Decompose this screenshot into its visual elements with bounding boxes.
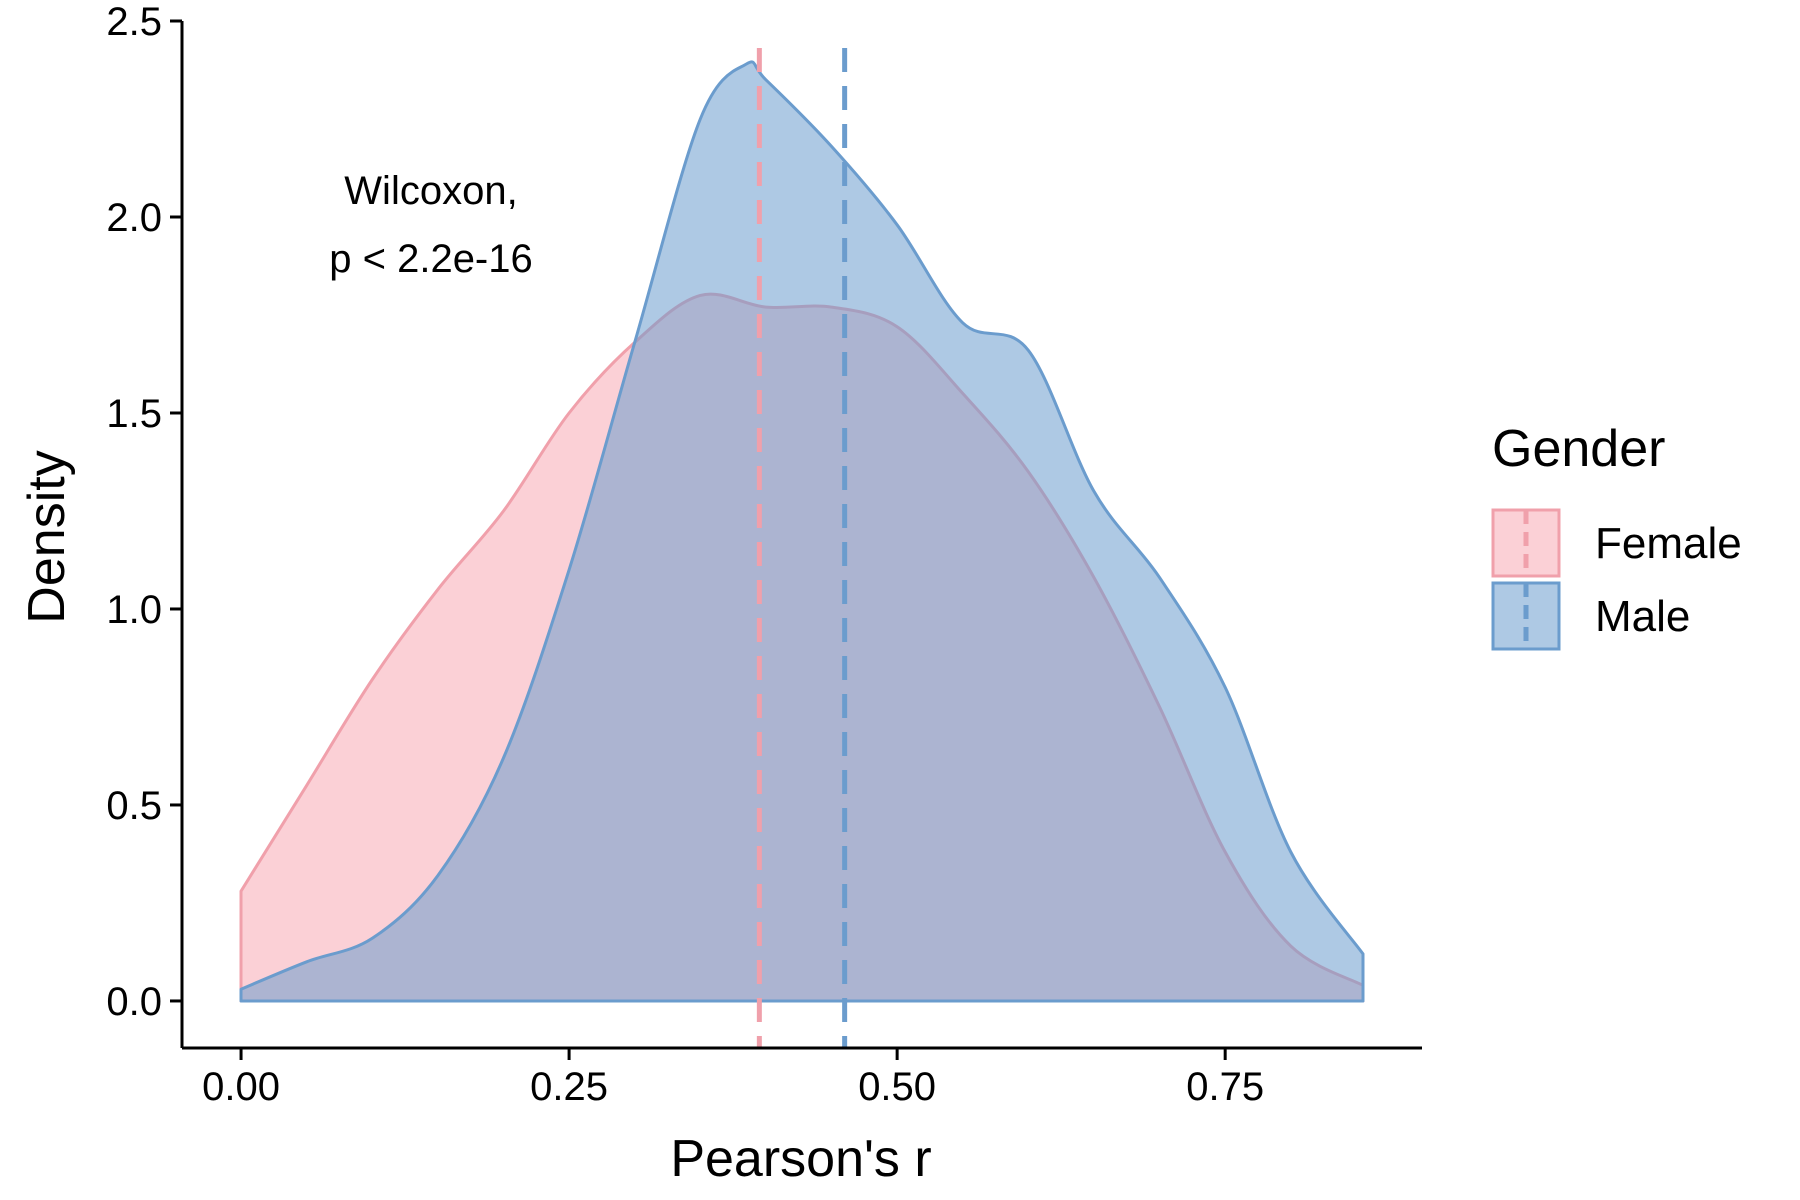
legend-label-male: Male xyxy=(1595,592,1690,641)
x-axis-label: Pearson's r xyxy=(670,1130,931,1188)
y-axis-ticks: 0.0 0.5 1.0 1.5 2.0 2.5 xyxy=(106,0,182,1024)
y-tick-label: 1.0 xyxy=(106,588,162,632)
density-area-male xyxy=(239,60,1365,1003)
annotation-p-value: p < 2.2e-16 xyxy=(329,237,533,281)
annotation-test-name: Wilcoxon, xyxy=(344,169,517,213)
legend-item-female: Female xyxy=(1491,508,1742,578)
y-axis-label: Density xyxy=(18,450,76,623)
legend-item-male: Male xyxy=(1491,581,1690,651)
density-areas xyxy=(239,60,1365,1003)
x-axis-ticks: 0.00 0.25 0.50 0.75 xyxy=(202,1048,1264,1109)
legend: Gender Female Male xyxy=(1491,420,1742,651)
mean-lines xyxy=(756,48,848,1048)
legend-title: Gender xyxy=(1492,420,1665,478)
y-tick-label: 2.0 xyxy=(106,196,162,240)
y-tick-label: 0.5 xyxy=(106,784,162,828)
legend-label-female: Female xyxy=(1595,519,1742,568)
y-tick-label: 0.0 xyxy=(106,980,162,1024)
x-tick-label: 0.50 xyxy=(858,1065,936,1109)
x-tick-label: 0.25 xyxy=(530,1065,608,1109)
y-tick-label: 1.5 xyxy=(106,392,162,436)
x-tick-label: 0.00 xyxy=(202,1065,280,1109)
x-tick-label: 0.75 xyxy=(1186,1065,1264,1109)
y-tick-label: 2.5 xyxy=(106,0,162,44)
axes: 0.00 0.25 0.50 0.75 0.0 0.5 1.0 1.5 2.0 2.5 xyxy=(106,0,1422,1109)
